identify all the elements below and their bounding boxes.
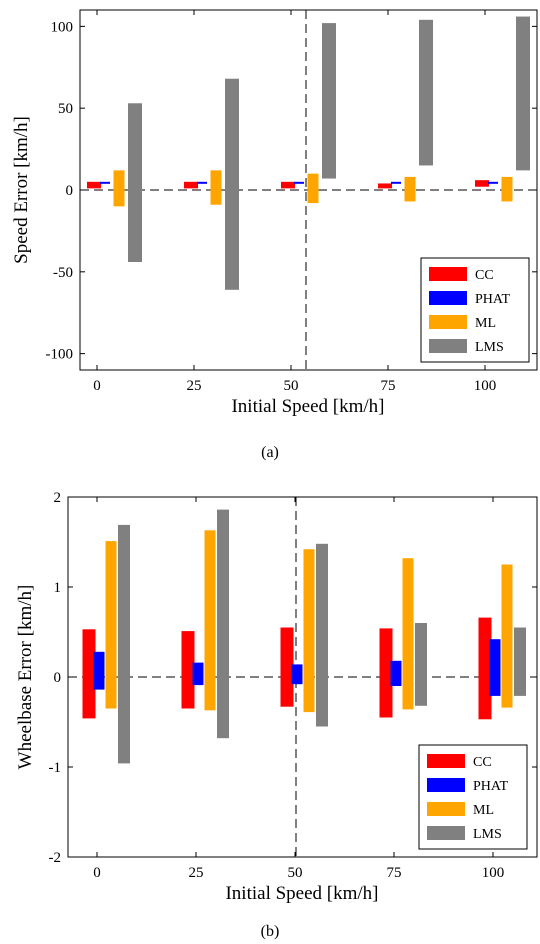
bar-phat-100 [490,639,501,696]
legend-swatch-cc [429,267,467,281]
y-tick-label: 50 [58,101,73,117]
legend-label-cc: CC [475,268,494,283]
x-tick-label: 100 [474,378,497,394]
bar-phat-25 [193,663,204,686]
legend-label-lms: LMS [475,340,504,355]
y-tick-label: -2 [49,850,62,866]
bar-ml-50 [308,174,319,203]
legend-b: CC PHAT ML LMS [419,745,527,849]
bar-cc-100 [475,180,489,187]
bar-phat-75 [391,661,402,686]
y-tick-label: -50 [53,265,73,281]
y-axis-label-b: Wheelbase Error [km/h] [15,585,36,770]
legend-label-ml: ML [475,316,496,331]
legend-label-lms: LMS [473,827,502,842]
bar-phat-0 [100,182,110,184]
bar-lms-50 [322,23,336,178]
bar-ml-25 [205,530,216,710]
bar-cc-50 [281,182,295,189]
legend-label-phat: PHAT [475,292,510,307]
bar-cc-25 [184,182,198,189]
x-tick-label: 100 [482,865,505,881]
x-axis-label-a: Initial Speed [km/h] [231,396,384,417]
bar-ml-0 [114,170,125,206]
caption-b: (b) [261,923,280,940]
legend-swatch-ml [427,802,465,816]
y-tick-label: -1 [49,760,62,776]
bar-phat-50 [292,664,303,684]
x-tick-label: 0 [93,865,101,881]
bar-lms-0 [118,525,130,764]
legend-swatch-lms [427,826,465,840]
x-tick-label: 50 [284,378,299,394]
y-tick-label: 100 [51,19,74,35]
bar-lms-25 [225,79,239,290]
legend-swatch-phat [429,291,467,305]
x-axis-label-b: Initial Speed [km/h] [225,883,378,904]
bar-cc-0 [87,182,101,189]
legend-label-phat: PHAT [473,779,508,794]
bar-phat-100 [488,182,498,184]
legend-label-ml: ML [473,803,494,818]
legend-a: CC PHAT ML LMS [421,258,529,362]
x-tick-label: 50 [288,865,303,881]
x-tick-label: 25 [187,378,202,394]
legend-swatch-phat [427,778,465,792]
x-tick-label: 75 [381,378,396,394]
bar-ml-100 [502,177,513,202]
bar-phat-0 [94,652,105,690]
bar-ml-75 [403,558,414,709]
legend-swatch-ml [429,315,467,329]
bar-ml-0 [106,541,117,708]
bar-phat-75 [391,182,401,184]
legend-swatch-cc [427,754,465,768]
legend-label-cc: CC [473,755,492,770]
bar-ml-25 [211,170,222,204]
y-tick-label: 0 [66,183,74,199]
bar-ml-50 [304,549,315,712]
bar-lms-0 [128,103,142,262]
bar-lms-100 [514,628,526,696]
bar-cc-75 [378,183,392,188]
caption-a: (a) [261,444,279,461]
x-tick-label: 25 [189,865,204,881]
y-tick-label: 0 [54,670,62,686]
y-tick-label: -100 [46,347,74,363]
bar-ml-100 [502,565,513,708]
bar-lms-75 [419,20,433,166]
bar-lms-75 [415,623,427,706]
x-tick-label: 0 [93,378,101,394]
bar-lms-50 [316,544,328,727]
bar-lms-25 [217,510,229,739]
y-axis-label-a: Speed Error [km/h] [11,116,32,264]
y-tick-label: 1 [54,580,62,596]
bar-phat-50 [294,182,304,184]
bar-ml-75 [405,177,416,202]
y-tick-label: 2 [54,490,62,506]
bar-lms-100 [516,17,530,171]
bar-phat-25 [197,182,207,184]
x-tick-label: 75 [387,865,402,881]
chart-a: -100 -50 0 50 100 0 25 50 75 100 Initial Speed [… [11,10,537,461]
legend-swatch-lms [429,339,467,353]
